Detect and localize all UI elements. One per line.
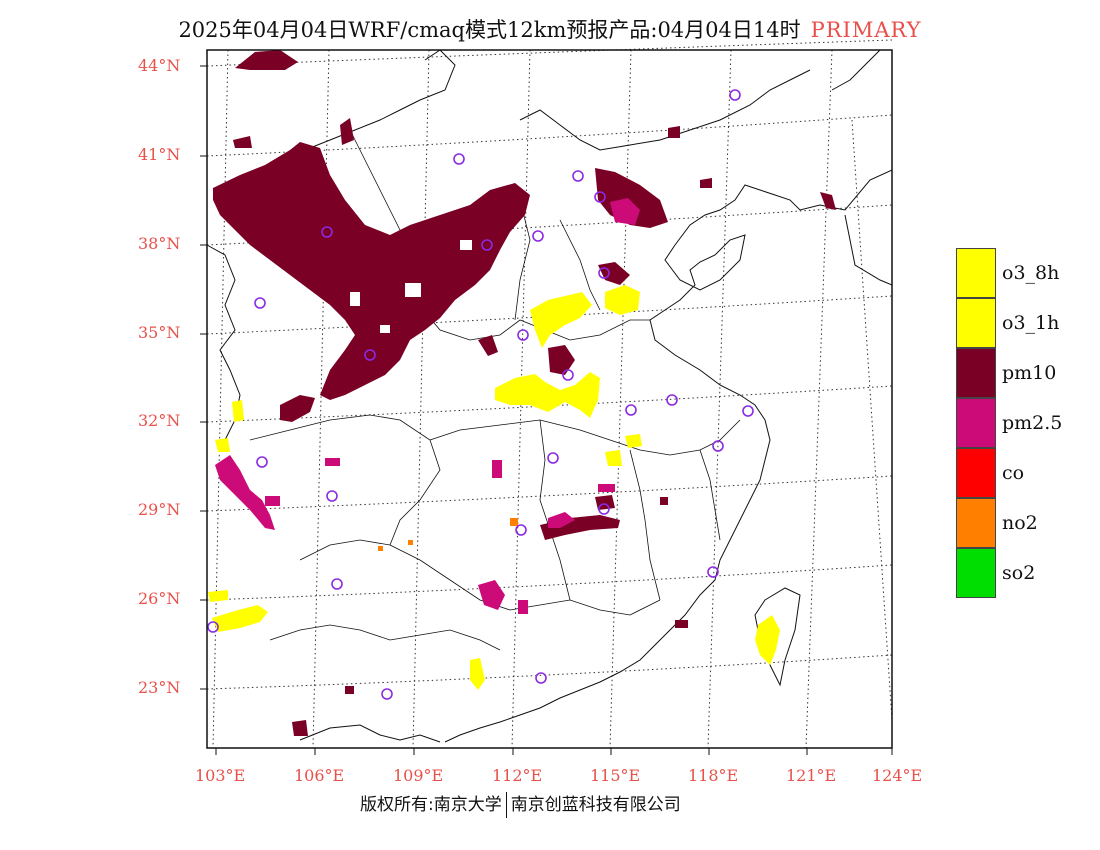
no2-regions <box>378 518 518 551</box>
axis-ticks <box>200 65 893 755</box>
pm10-gaps <box>350 240 472 333</box>
lat-label-35n: 35°N <box>138 323 181 342</box>
legend-label: so2 <box>1002 562 1036 584</box>
lat-label-23n: 23°N <box>138 678 181 697</box>
legend-label: pm2.5 <box>1002 412 1063 434</box>
title-text: 2025年04月04日WRF/cmaq模式12km预报产品:04月04日14时 <box>178 18 801 42</box>
legend-label: o3_1h <box>1002 312 1060 334</box>
lat-label-38n: 38°N <box>138 234 181 253</box>
lon-label-121e: 121°E <box>786 766 837 785</box>
lon-label-106e: 106°E <box>294 766 345 785</box>
map-title: 2025年04月04日WRF/cmaq模式12km预报产品:04月04日14时 P… <box>0 14 1100 44</box>
copyright-owner: 版权所有:南京大学 <box>360 795 502 815</box>
legend-label: o3_8h <box>1002 262 1060 284</box>
lat-label-26n: 26°N <box>138 589 181 608</box>
coastline-and-borders <box>206 49 893 743</box>
legend-label: co <box>1002 462 1025 484</box>
lon-label-124e: 124°E <box>872 766 923 785</box>
legend-label: pm10 <box>1002 362 1057 384</box>
copyright-credit: 版权所有:南京大学 南京创蓝科技有限公司 <box>360 790 681 818</box>
legend-swatch <box>956 398 996 448</box>
lat-label-44n: 44°N <box>138 56 181 75</box>
legend-swatch <box>956 448 996 498</box>
lon-label-109e: 109°E <box>393 766 444 785</box>
legend-swatch <box>956 548 996 598</box>
lat-label-32n: 32°N <box>138 411 181 430</box>
legend-swatch <box>956 498 996 548</box>
lat-label-29n: 29°N <box>138 500 181 519</box>
province-borders <box>249 129 741 651</box>
lon-label-112e: 112°E <box>492 766 543 785</box>
legend-swatch <box>956 298 996 348</box>
company-name: 南京创蓝科技有限公司 <box>510 795 681 815</box>
legend-swatch <box>956 248 996 298</box>
legend-label: no2 <box>1002 512 1038 534</box>
lat-label-41n: 41°N <box>138 145 181 164</box>
station-markers <box>207 89 754 700</box>
lon-label-115e: 115°E <box>590 766 641 785</box>
legend-swatch <box>956 348 996 398</box>
lon-label-118e: 118°E <box>688 766 739 785</box>
lon-label-103e: 103°E <box>195 766 246 785</box>
o3-regions <box>208 285 780 690</box>
pm25-regions <box>215 198 640 614</box>
primary-mode-label: PRIMARY <box>810 18 922 42</box>
credit-separator <box>505 792 507 818</box>
